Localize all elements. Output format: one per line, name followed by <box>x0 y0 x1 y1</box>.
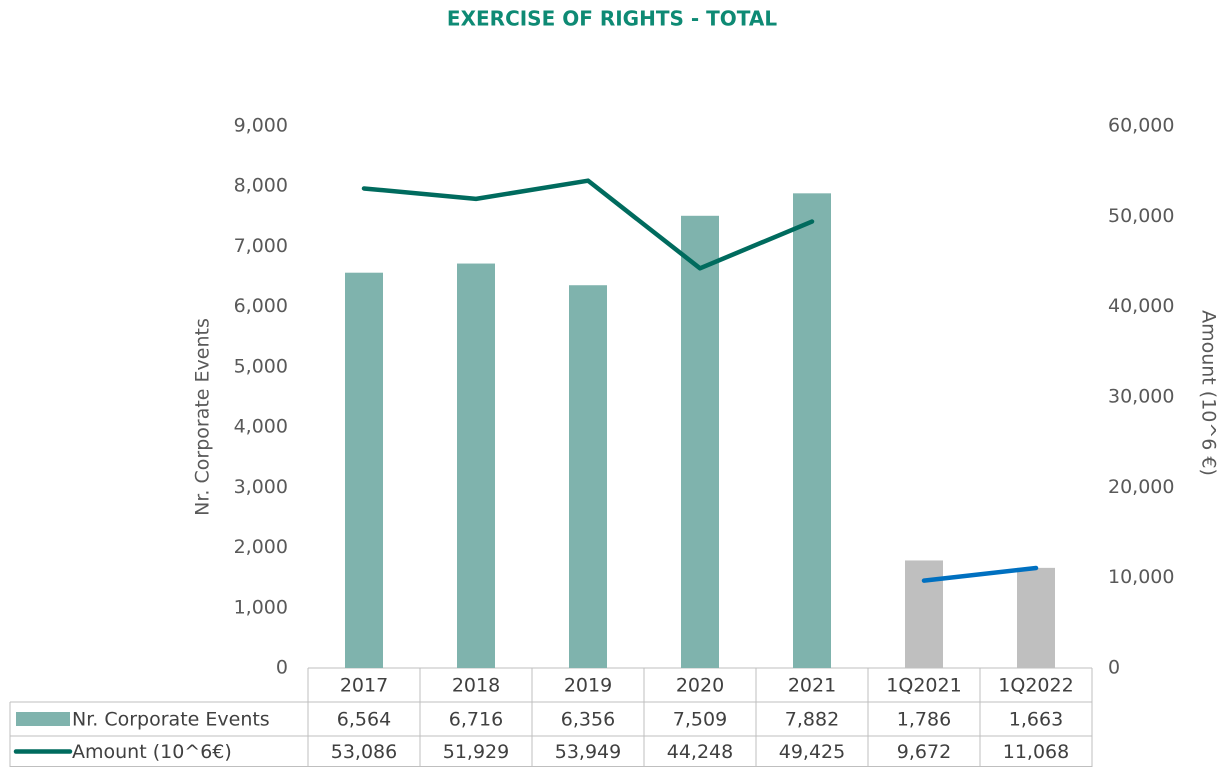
chart-title: EXERCISE OF RIGHTS - TOTAL <box>447 7 777 31</box>
y2-axis-label: Amount (10^6 €) <box>1198 310 1220 476</box>
table-value: 7,882 <box>785 709 839 731</box>
y2-tick-label: 10,000 <box>1108 566 1174 588</box>
x-tick-label: 2018 <box>452 675 500 697</box>
table-value: 44,248 <box>667 741 733 763</box>
y-tick-label: 1,000 <box>234 596 288 618</box>
table-value: 6,356 <box>561 709 615 731</box>
y-tick-label: 5,000 <box>234 355 288 377</box>
y2-tick-label: 0 <box>1108 657 1120 679</box>
x-tick-label: 1Q2021 <box>886 675 961 697</box>
table-value: 6,716 <box>449 709 503 731</box>
legend-swatch <box>16 712 70 726</box>
bar <box>1017 567 1055 668</box>
y2-tick-label: 60,000 <box>1108 115 1174 137</box>
table-value: 53,949 <box>555 741 621 763</box>
line <box>361 178 815 271</box>
table-value: 1,786 <box>897 709 951 731</box>
y-tick-label: 3,000 <box>234 476 288 498</box>
legend-label: Nr. Corporate Events <box>72 709 270 731</box>
y-tick-label: 9,000 <box>234 115 288 137</box>
table-value: 9,672 <box>897 741 951 763</box>
table-value: 1,663 <box>1009 709 1063 731</box>
bar <box>345 272 383 668</box>
x-tick-label: 2019 <box>564 675 612 697</box>
x-tick-label: 1Q2022 <box>998 675 1073 697</box>
y-tick-label: 0 <box>276 657 288 679</box>
table-value: 7,509 <box>673 709 727 731</box>
bar <box>905 560 943 668</box>
y-tick-label: 8,000 <box>234 175 288 197</box>
y-axis-label: Nr. Corporate Events <box>192 318 214 516</box>
x-tick-label: 2021 <box>788 675 836 697</box>
x-tick-label: 2020 <box>676 675 724 697</box>
y-tick-label: 7,000 <box>234 235 288 257</box>
y2-tick-label: 30,000 <box>1108 386 1174 408</box>
table-value: 49,425 <box>779 741 845 763</box>
table-value: 6,564 <box>337 709 391 731</box>
x-tick-label: 2017 <box>340 675 388 697</box>
y-tick-label: 6,000 <box>234 295 288 317</box>
bar <box>457 263 495 668</box>
table-value: 11,068 <box>1003 741 1069 763</box>
table-value: 51,929 <box>443 741 509 763</box>
line <box>921 565 1039 583</box>
bar <box>569 285 607 668</box>
y2-tick-label: 40,000 <box>1108 295 1174 317</box>
y-tick-label: 4,000 <box>234 416 288 438</box>
table-value: 53,086 <box>331 741 397 763</box>
bar <box>793 193 831 669</box>
bar <box>681 215 719 669</box>
y-tick-label: 2,000 <box>234 536 288 558</box>
y2-tick-label: 50,000 <box>1108 205 1174 227</box>
legend-label: Amount (10^6€) <box>72 741 232 763</box>
y2-tick-label: 20,000 <box>1108 476 1174 498</box>
